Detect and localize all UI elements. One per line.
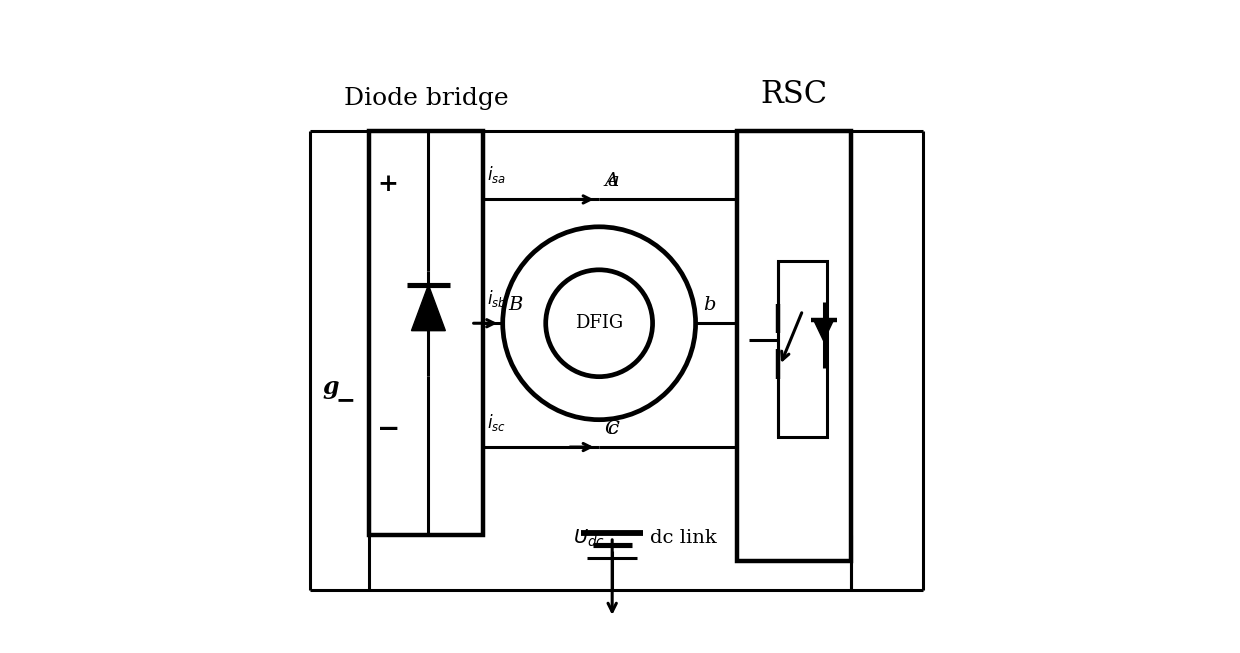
Text: DFIG: DFIG [575, 314, 624, 332]
Text: b: b [703, 296, 715, 314]
Text: $i_{sa}$: $i_{sa}$ [487, 164, 506, 185]
Bar [370, 131, 484, 535]
Text: a: a [606, 172, 619, 190]
Text: RSC: RSC [761, 79, 828, 110]
Bar [738, 131, 852, 561]
Text: +: + [377, 172, 398, 195]
Text: B: B [508, 296, 522, 314]
Polygon shape [813, 321, 833, 341]
Bar [777, 261, 827, 438]
Text: g: g [322, 375, 339, 399]
Text: $i_{sc}$: $i_{sc}$ [487, 411, 506, 433]
Circle shape [502, 227, 696, 420]
Text: C: C [604, 420, 619, 438]
Text: −: − [335, 388, 355, 412]
Text: −: − [377, 417, 401, 443]
Text: dc link: dc link [650, 530, 717, 547]
Text: A: A [604, 172, 619, 190]
Text: $U_{dc}$: $U_{dc}$ [573, 528, 605, 549]
Text: c: c [606, 420, 618, 438]
Polygon shape [412, 285, 445, 330]
Text: Diode bridge: Diode bridge [343, 87, 508, 110]
Circle shape [546, 270, 652, 377]
Text: $i_{sb}$: $i_{sb}$ [487, 288, 507, 309]
